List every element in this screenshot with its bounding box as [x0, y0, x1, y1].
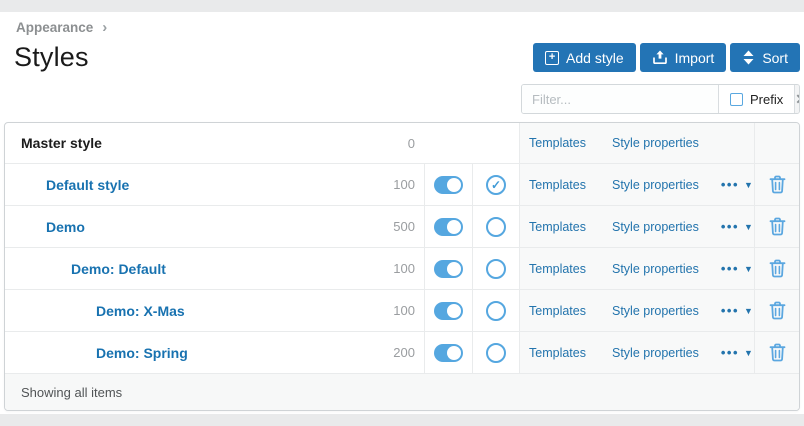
trash-icon	[769, 301, 785, 320]
style-sort-value: 500	[393, 219, 415, 234]
upload-icon	[652, 50, 668, 65]
prefix-toggle[interactable]: Prefix	[718, 85, 795, 113]
style-name-link[interactable]: Demo: X-Mas	[96, 302, 185, 319]
ellipsis-icon: •••	[720, 261, 739, 276]
prefix-checkbox[interactable]	[730, 92, 743, 106]
table-row: Master style 0 Templates Style propertie…	[5, 123, 799, 163]
enabled-toggle[interactable]	[434, 259, 463, 278]
clear-filter-button[interactable]: ✕	[794, 85, 799, 113]
templates-link[interactable]: Templates	[529, 345, 586, 360]
caret-down-icon: ▼	[744, 179, 753, 190]
templates-link[interactable]: Templates	[529, 303, 586, 318]
styles-table: Master style 0 Templates Style propertie…	[4, 122, 800, 411]
style-properties-link[interactable]: Style properties	[611, 303, 699, 318]
trash-icon	[769, 259, 785, 278]
overflow-menu-button[interactable]: ••• ▼	[721, 219, 753, 234]
delete-style-button[interactable]	[767, 257, 788, 280]
overflow-menu-button[interactable]: ••• ▼	[721, 303, 753, 318]
ellipsis-icon: •••	[720, 303, 739, 318]
templates-link[interactable]: Templates	[529, 219, 586, 234]
style-sort-value: 100	[393, 261, 415, 276]
table-row: Demo: Spring 200 Templates Style propert…	[5, 331, 799, 373]
content-panel: Appearance › Styles + Add style Import	[0, 12, 804, 414]
enabled-toggle[interactable]	[434, 343, 463, 362]
default-style-indicator[interactable]	[486, 342, 506, 363]
table-row: Default style 100 ✓ Templates Style prop…	[5, 163, 799, 205]
delete-style-button[interactable]	[767, 299, 788, 322]
check-icon: ✓	[490, 177, 502, 192]
table-row: Demo 500 Templates Style properties ••• …	[5, 205, 799, 247]
style-name: Master style	[21, 135, 102, 151]
sort-label: Sort	[762, 49, 788, 66]
default-style-indicator-checked[interactable]: ✓	[486, 174, 506, 195]
import-label: Import	[674, 49, 715, 66]
prefix-label: Prefix	[750, 91, 784, 107]
style-properties-link[interactable]: Style properties	[611, 177, 699, 192]
overflow-menu-button[interactable]: ••• ▼	[721, 261, 753, 276]
style-sort-value: 100	[393, 303, 415, 318]
overflow-menu-button[interactable]: ••• ▼	[721, 177, 753, 192]
filter-input[interactable]	[522, 85, 718, 113]
caret-down-icon: ▼	[744, 347, 753, 358]
filter-bar: Prefix ✕	[521, 84, 800, 114]
plus-square-icon: +	[545, 50, 560, 65]
caret-down-icon: ▼	[744, 221, 753, 232]
caret-down-icon: ▼	[744, 305, 753, 316]
trash-icon	[769, 175, 785, 194]
caret-down-icon: ▼	[744, 263, 753, 274]
add-style-label: Add style	[566, 49, 624, 66]
ellipsis-icon: •••	[720, 345, 739, 360]
overflow-menu-button[interactable]: ••• ▼	[721, 345, 753, 360]
default-style-indicator[interactable]	[486, 258, 506, 279]
templates-link[interactable]: Templates	[529, 177, 586, 192]
add-style-button[interactable]: + Add style	[533, 43, 636, 72]
showing-items-text: Showing all items	[21, 384, 123, 400]
style-sort-value: 0	[407, 135, 415, 151]
enabled-toggle[interactable]	[434, 175, 463, 194]
empty-trash-cell	[754, 123, 799, 163]
style-properties-link[interactable]: Style properties	[611, 136, 699, 150]
enabled-toggle[interactable]	[434, 301, 463, 320]
delete-style-button[interactable]	[767, 341, 788, 364]
chevron-right-icon: ›	[102, 19, 108, 36]
page-title: Styles	[14, 42, 89, 72]
sort-button[interactable]: Sort	[730, 43, 800, 72]
default-style-indicator[interactable]	[486, 216, 506, 237]
breadcrumb: Appearance ›	[16, 19, 107, 36]
style-name-link[interactable]: Demo: Default	[71, 260, 166, 277]
default-style-indicator[interactable]	[486, 300, 506, 321]
style-properties-link[interactable]: Style properties	[611, 261, 699, 276]
table-row: Demo: Default 100 Templates Style proper…	[5, 247, 799, 289]
delete-style-button[interactable]	[767, 173, 788, 196]
close-icon: ✕	[795, 91, 799, 108]
style-properties-link[interactable]: Style properties	[611, 219, 699, 234]
table-footer: Showing all items	[5, 373, 799, 410]
style-name-link[interactable]: Demo: Spring	[96, 344, 188, 361]
empty-cell	[424, 123, 519, 163]
table-row: Demo: X-Mas 100 Templates Style properti…	[5, 289, 799, 331]
templates-link[interactable]: Templates	[529, 261, 586, 276]
trash-icon	[769, 217, 785, 236]
sort-arrows-icon	[742, 50, 755, 65]
style-sort-value: 100	[393, 177, 415, 192]
toolbar: + Add style Import Sort	[533, 43, 800, 72]
delete-style-button[interactable]	[767, 215, 788, 238]
ellipsis-icon: •••	[720, 219, 739, 234]
ellipsis-icon: •••	[720, 177, 739, 192]
import-button[interactable]: Import	[639, 43, 727, 72]
style-name-link[interactable]: Demo	[46, 218, 85, 235]
style-properties-link[interactable]: Style properties	[611, 345, 699, 360]
trash-icon	[769, 343, 785, 362]
style-name-link[interactable]: Default style	[46, 176, 130, 193]
style-sort-value: 200	[393, 345, 415, 360]
templates-link[interactable]: Templates	[529, 136, 586, 150]
breadcrumb-appearance-link[interactable]: Appearance	[16, 20, 94, 35]
enabled-toggle[interactable]	[434, 217, 463, 236]
